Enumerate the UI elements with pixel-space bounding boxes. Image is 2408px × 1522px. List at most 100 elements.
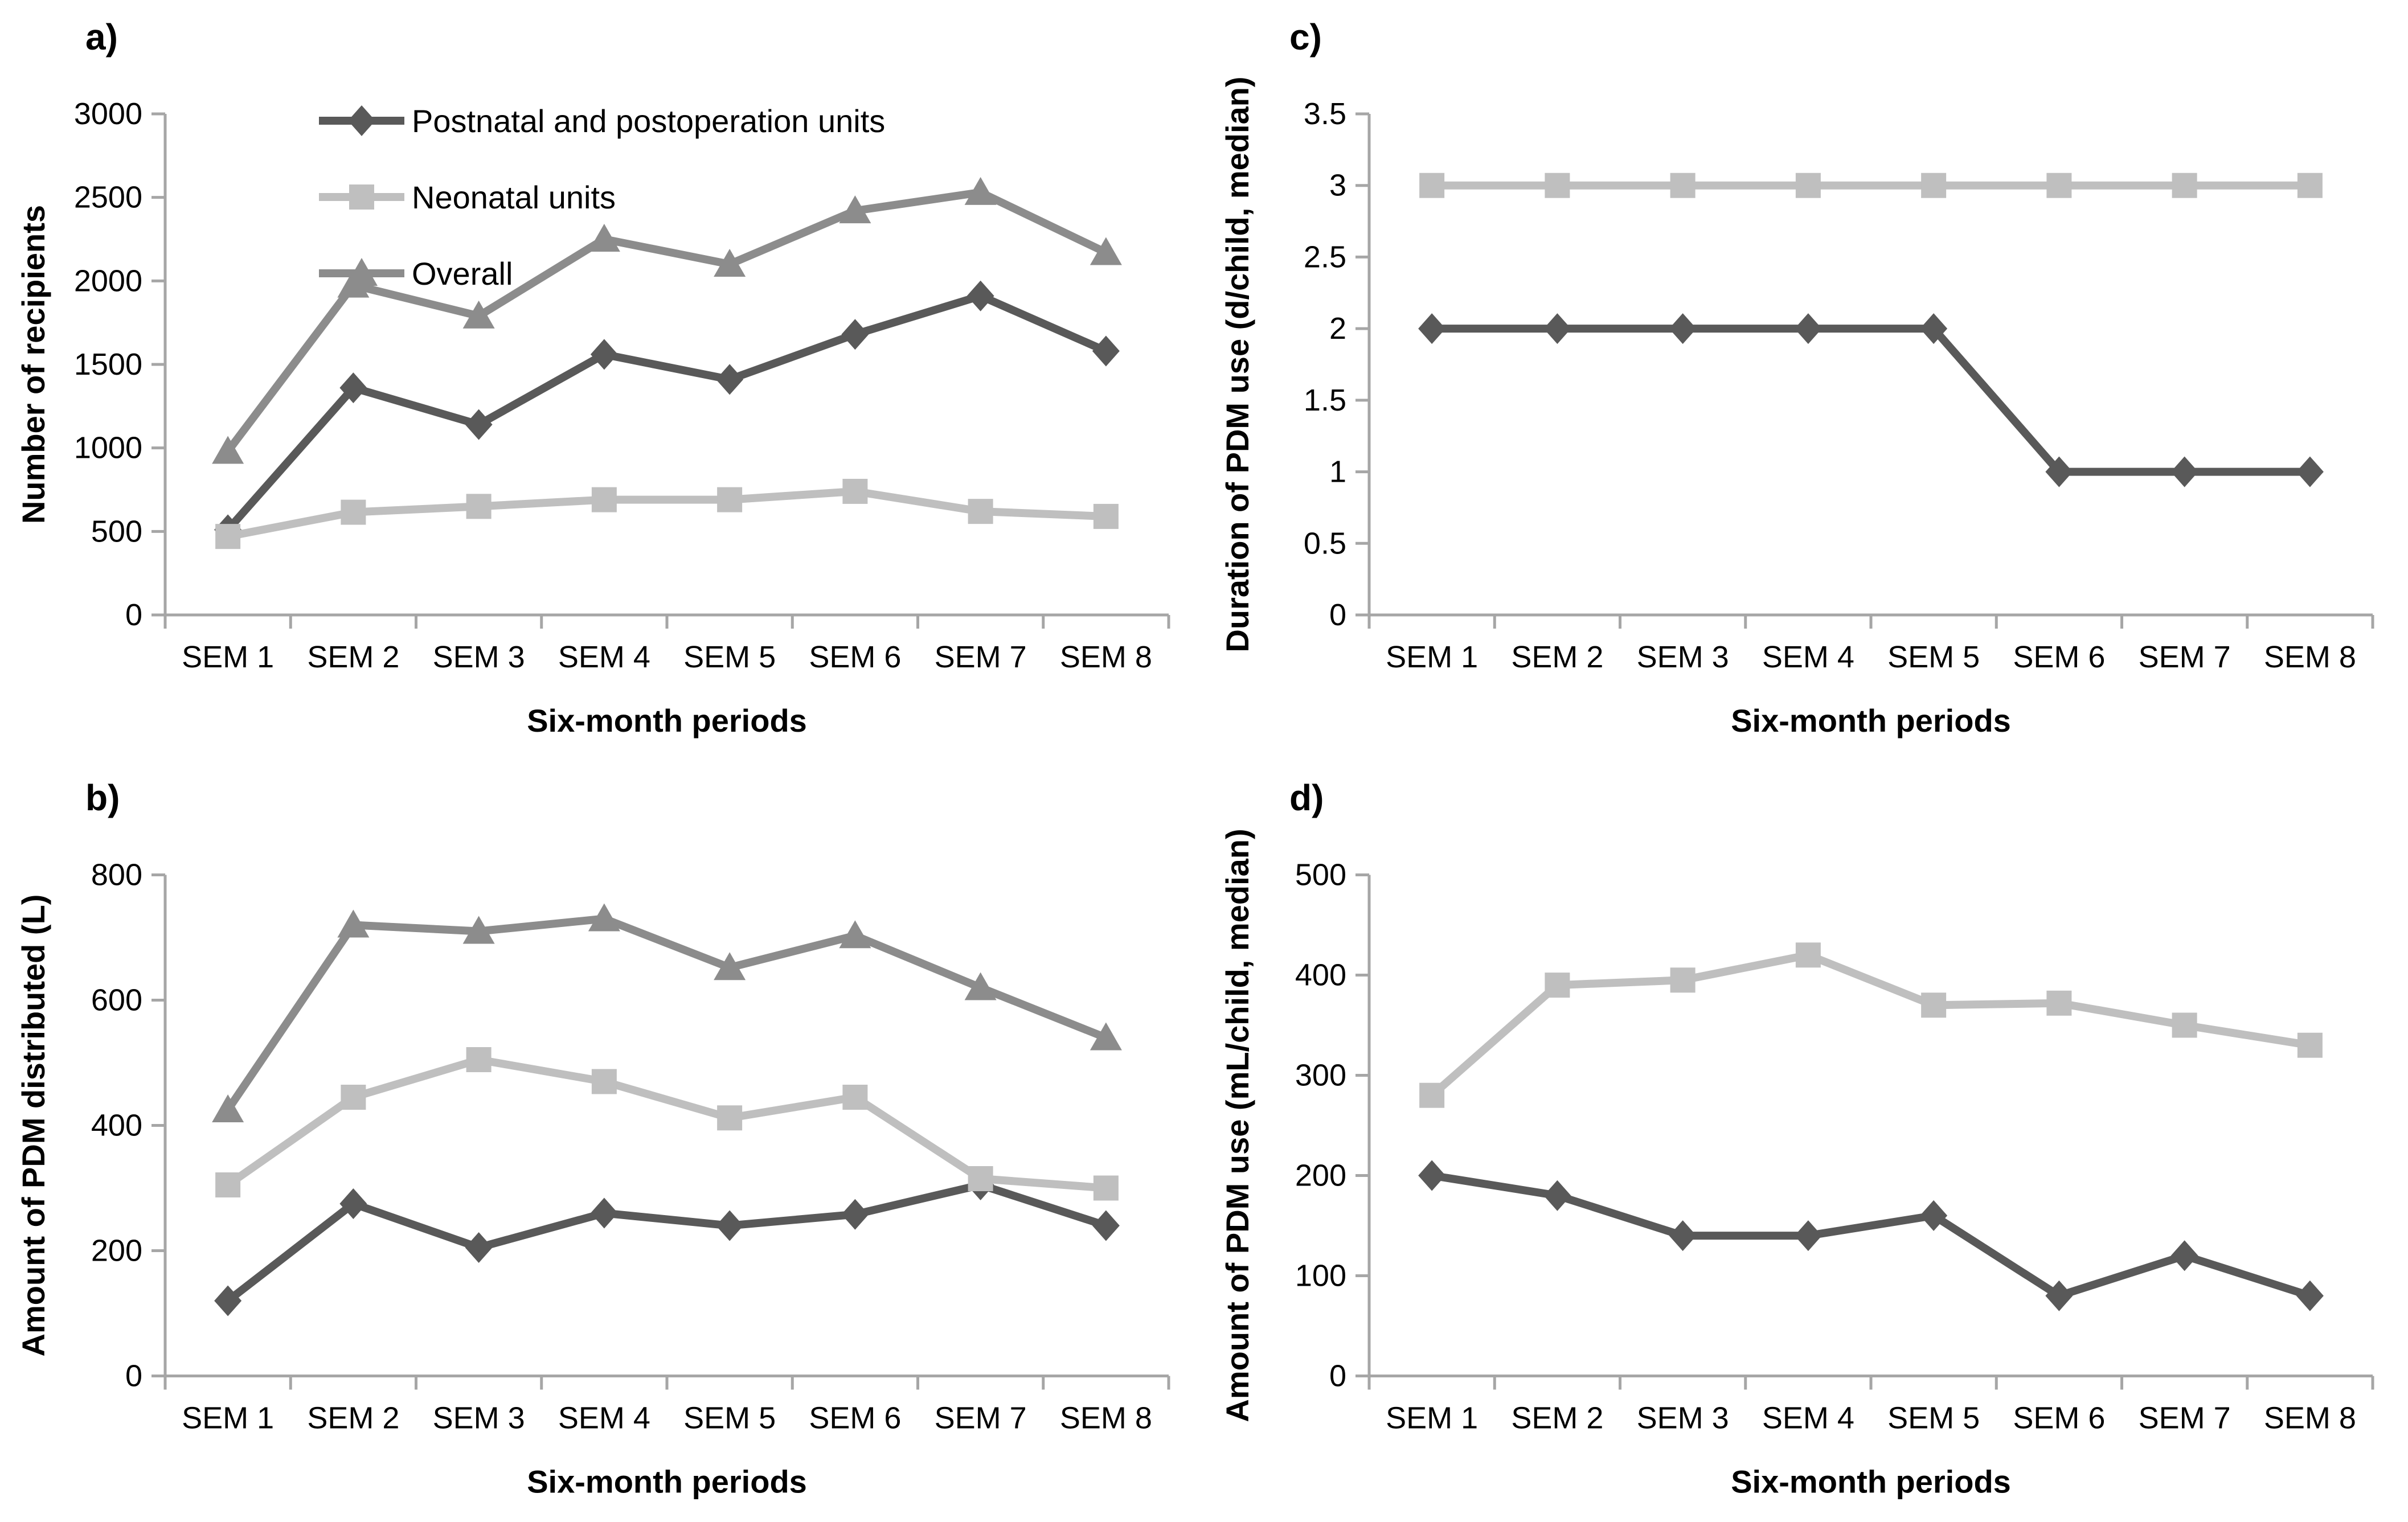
marker-triangle: [212, 436, 244, 464]
y-tick-label: 0: [1329, 1359, 1346, 1393]
y-tick-label: 300: [1295, 1059, 1346, 1093]
marker-diamond: [1794, 313, 1822, 344]
marker-diamond: [716, 1210, 744, 1241]
x-tick-label: SEM 4: [1762, 1401, 1854, 1435]
x-tick-label: SEM 8: [2264, 640, 2356, 674]
x-tick-label: SEM 6: [809, 1401, 901, 1435]
marker-square: [1921, 992, 1947, 1018]
x-tick-label: SEM 1: [1386, 640, 1478, 674]
marker-diamond: [2171, 456, 2198, 487]
x-tick-label: SEM 5: [1887, 1401, 1980, 1435]
marker-square: [341, 499, 366, 525]
marker-square: [842, 1085, 868, 1110]
y-tick-label: 1500: [74, 347, 142, 381]
marker-square: [2172, 1012, 2197, 1038]
y-tick-label: 500: [1295, 858, 1346, 892]
x-tick-label: SEM 1: [182, 640, 274, 674]
marker-triangle: [714, 952, 746, 981]
x-axis-title: Six-month periods: [527, 1464, 807, 1500]
marker-square: [466, 494, 492, 519]
y-tick-label: 2: [1329, 311, 1346, 346]
marker-diamond: [1543, 1180, 1571, 1211]
y-tick-label: 500: [91, 514, 142, 548]
panel-b-label: b): [85, 777, 120, 818]
y-tick-label: 0: [125, 598, 142, 632]
series-line: [224, 292, 1108, 533]
marker-square: [591, 487, 617, 512]
marker-diamond: [339, 1188, 367, 1219]
x-tick-label: SEM 3: [433, 640, 525, 674]
legend-label: Neonatal units: [412, 179, 616, 215]
series-line: [1432, 325, 2310, 476]
series-line: [1431, 1171, 2312, 1301]
y-tick-label: 3.5: [1304, 97, 1346, 131]
marker-diamond: [348, 105, 375, 136]
x-axis-title: Six-month periods: [1731, 1464, 2011, 1500]
panel-d: d) 0 100 200 300 400 500 SEM 1 SEM 2 SEM 3 SEM 4 S…: [1204, 761, 2408, 1522]
marker-square: [1921, 173, 1947, 198]
x-axis-title: Six-month periods: [527, 703, 807, 739]
marker-diamond: [1092, 335, 1120, 367]
marker-triangle: [337, 909, 370, 938]
x-tick-label: SEM 3: [433, 1401, 525, 1435]
marker-square: [1545, 173, 1570, 198]
chart-svg-d: 0 100 200 300 400 500 SEM 1 SEM 2 SEM 3 SEM 4 SEM …: [1219, 828, 2374, 1500]
marker-diamond: [1669, 313, 1697, 344]
legend-item: Overall: [319, 256, 513, 292]
marker-diamond: [841, 319, 869, 350]
series-line: [226, 1055, 1107, 1192]
marker-diamond: [2171, 1240, 2198, 1271]
y-tick-label: 0: [125, 1359, 142, 1393]
marker-diamond: [2045, 1280, 2073, 1311]
marker-triangle: [964, 972, 997, 1000]
marker-triangle: [839, 920, 871, 949]
marker-triangle: [346, 258, 378, 286]
panel-a-label: a): [85, 17, 118, 58]
y-tick-label: 100: [1295, 1259, 1346, 1293]
panel-d-label: d): [1289, 777, 1324, 818]
marker-diamond: [1794, 1220, 1822, 1252]
y-tick-label: 200: [91, 1234, 142, 1268]
x-tick-label: SEM 2: [1511, 1401, 1603, 1435]
y-tick-label: 2500: [74, 180, 142, 215]
y-tick-label: 1: [1329, 455, 1346, 489]
marker-square: [1419, 173, 1445, 198]
marker-diamond: [1418, 1160, 1446, 1191]
marker-square: [1419, 1082, 1445, 1108]
marker-triangle: [462, 300, 495, 329]
y-tick-label: 2.5: [1304, 240, 1346, 274]
marker-square: [842, 478, 868, 504]
series-line: [225, 1180, 1108, 1304]
y-tick-label: 3000: [74, 97, 142, 131]
marker-triangle: [964, 177, 997, 205]
marker-square: [2297, 173, 2323, 198]
marker-diamond: [590, 1197, 618, 1229]
x-tick-label: SEM 2: [307, 640, 399, 674]
marker-square: [215, 1172, 241, 1197]
marker-triangle: [462, 916, 495, 944]
y-axis-title: Duration of PDM use (d/child, median): [1219, 76, 1255, 652]
marker-diamond: [1920, 313, 1948, 344]
x-tick-label: SEM 4: [558, 640, 650, 674]
marker-square: [2046, 990, 2072, 1016]
marker-diamond: [1669, 1220, 1697, 1252]
marker-square: [1670, 173, 1696, 198]
legend-label: Overall: [412, 256, 513, 292]
marker-square: [1795, 942, 1821, 968]
x-tick-label: SEM 1: [182, 1401, 274, 1435]
marker-square: [341, 1085, 366, 1110]
panel-b: b) 0 200 400 600 800 SEM 1 SEM 2 SEM 3 SEM 4 SEM …: [0, 761, 1204, 1522]
legend-item: Neonatal units: [319, 179, 616, 215]
panel-d-chart: 0 100 200 300 400 500 SEM 1 SEM 2 SEM 3 SEM 4 SEM …: [1204, 761, 2408, 1522]
x-tick-label: SEM 6: [2013, 640, 2105, 674]
legend-item: Postnatal and postoperation units: [319, 103, 885, 139]
x-tick-label: SEM 8: [1060, 640, 1152, 674]
x-tick-label: SEM 8: [2264, 1401, 2356, 1435]
x-tick-label: SEM 7: [935, 640, 1027, 674]
panel-a: a) 0 500 1000 1500 2000 2500 3000 SEM 1 SEM 2 SEM…: [0, 0, 1204, 761]
x-tick-label: SEM 7: [935, 1401, 1027, 1435]
marker-triangle: [1090, 1022, 1122, 1051]
marker-triangle: [1090, 237, 1122, 265]
